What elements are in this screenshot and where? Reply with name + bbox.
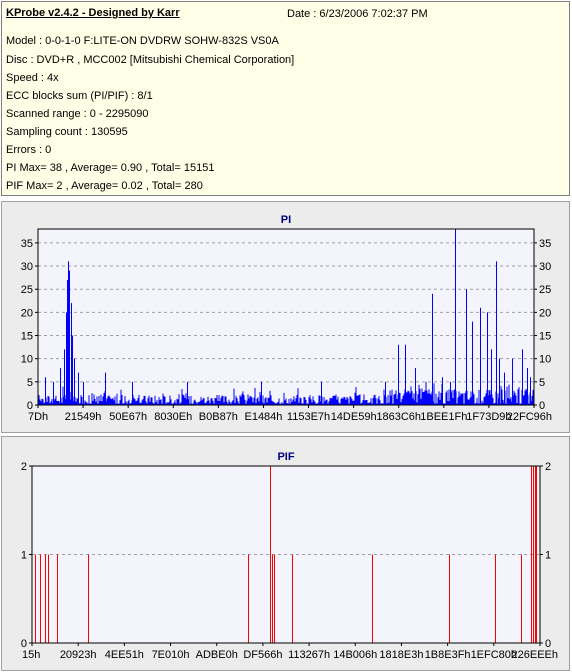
pif-xtick-label: 1EFC80h bbox=[471, 649, 517, 661]
pif-ytick-label-left: 2 bbox=[21, 461, 27, 473]
pif-chart: PIF 0 0 1 1 2 2 15h 20923h 4EE51h 7E010h ADBE0h DF56… bbox=[21, 451, 558, 661]
pi-ytick-label-right: 10 bbox=[539, 354, 551, 366]
pif-xtick-label: 113267h bbox=[288, 649, 330, 661]
pif-xtick-label: 4EE51h bbox=[105, 649, 144, 661]
scan-date: Date : 6/23/2006 7:02:37 PM bbox=[287, 8, 428, 20]
pif-xtick-label: 20923h bbox=[60, 649, 97, 661]
pi-ytick-label-right: 15 bbox=[539, 331, 551, 343]
pi-xtick-label: 1863C6h bbox=[376, 411, 421, 423]
pif-xtick-label: 1818E3h bbox=[379, 649, 423, 661]
pif-chart-title: PIF bbox=[277, 451, 294, 463]
pi-xtick-label: 7Dh bbox=[28, 411, 48, 423]
pi-ytick-label-left: 10 bbox=[21, 354, 33, 366]
info-speed: Speed : 4x bbox=[6, 72, 59, 84]
info-disc: Disc : DVD+R , MCC002 [Mitsubishi Chemic… bbox=[6, 54, 295, 66]
pi-ytick-label-left: 35 bbox=[21, 238, 33, 250]
pi-chart: PI 0 0 5 5 10 10 15 15 20 20 25 25 30 30 35 35 7Dh 21549h 5… bbox=[21, 214, 552, 423]
pi-xtick-label: 1153E7h bbox=[287, 411, 330, 423]
pi-ytick-label-left: 15 bbox=[21, 331, 33, 343]
pif-ytick-label-right: 1 bbox=[545, 550, 551, 562]
pi-axes-frame bbox=[37, 228, 535, 406]
pif-ytick-label-right: 0 bbox=[545, 638, 551, 650]
pi-ytick-label-left: 0 bbox=[27, 400, 33, 412]
pi-xtick-label: 8030Eh bbox=[154, 411, 192, 423]
pif-ytick-label-left: 1 bbox=[21, 550, 27, 562]
pi-ytick-label-right: 5 bbox=[539, 377, 545, 389]
pi-ytick-label-left: 25 bbox=[21, 284, 33, 296]
pif-chart-panel: PIF 0 0 1 1 2 2 15h 20923h 4EE51h 7E010h ADBE0h DF56… bbox=[1, 436, 570, 671]
pif-xtick-label: ADBE0h bbox=[196, 649, 238, 661]
pi-xtick-label: B0B87h bbox=[199, 411, 238, 423]
pif-ytick-label-right: 2 bbox=[545, 461, 551, 473]
pi-xtick-label: E1484h bbox=[244, 411, 282, 423]
pi-ytick-label-left: 5 bbox=[27, 377, 33, 389]
info-pi-summary: PI Max= 38 , Average= 0.90 , Total= 1515… bbox=[6, 162, 215, 174]
pi-xtick-label: 1BEE1Fh bbox=[420, 411, 467, 423]
pi-xtick-label: 14DE59h bbox=[331, 411, 377, 423]
pif-xtick-label: 1B8E3Fh bbox=[425, 649, 471, 661]
pi-xtick-label: 22FC96h bbox=[507, 411, 552, 423]
info-errors: Errors : 0 bbox=[6, 144, 52, 156]
app-title: KProbe v2.4.2 - Designed by Karr bbox=[6, 7, 180, 19]
pi-plot-area bbox=[38, 229, 534, 405]
pi-xtick-label: 21549h bbox=[65, 411, 102, 423]
pi-ytick-label-right: 0 bbox=[539, 400, 545, 412]
pi-chart-title: PI bbox=[281, 214, 291, 226]
info-scanned-range: Scanned range : 0 - 2295090 bbox=[6, 108, 149, 120]
pi-ytick-label-right: 20 bbox=[539, 307, 551, 319]
pi-ytick-label-left: 30 bbox=[21, 261, 33, 273]
pi-ytick-label-right: 30 bbox=[539, 261, 551, 273]
pif-xtick-label: 15h bbox=[22, 649, 40, 661]
pif-axes-frame bbox=[31, 465, 541, 644]
pif-xtick-label: DF566h bbox=[243, 649, 282, 661]
pi-xtick-label: 50E67h bbox=[109, 411, 147, 423]
pif-xtick-label: 14B006h bbox=[333, 649, 377, 661]
pi-ytick-label-right: 25 bbox=[539, 284, 551, 296]
pi-xtick-label: 1F73D9h bbox=[466, 411, 511, 423]
pi-ytick-label-right: 35 bbox=[539, 238, 551, 250]
pif-ytick-label-left: 0 bbox=[21, 638, 27, 650]
pi-chart-panel: PI 0 0 5 5 10 10 15 15 20 20 25 25 30 30 35 35 7Dh 21549h 5… bbox=[1, 201, 570, 433]
pi-ytick-label-left: 20 bbox=[21, 307, 33, 319]
disc-info-panel: KProbe v2.4.2 - Designed by Karr Date : … bbox=[1, 1, 570, 196]
info-ecc-blocks: ECC blocks sum (PI/PIF) : 8/1 bbox=[6, 90, 153, 102]
info-pif-summary: PIF Max= 2 , Average= 0.02 , Total= 280 bbox=[6, 180, 203, 192]
pif-xtick-label: 7E010h bbox=[152, 649, 190, 661]
info-sampling-count: Sampling count : 130595 bbox=[6, 126, 128, 138]
pif-xtick-label: 226EEEh bbox=[512, 649, 558, 661]
info-model: Model : 0-0-1-0 F:LITE-ON DVDRW SOHW-832… bbox=[6, 35, 279, 47]
